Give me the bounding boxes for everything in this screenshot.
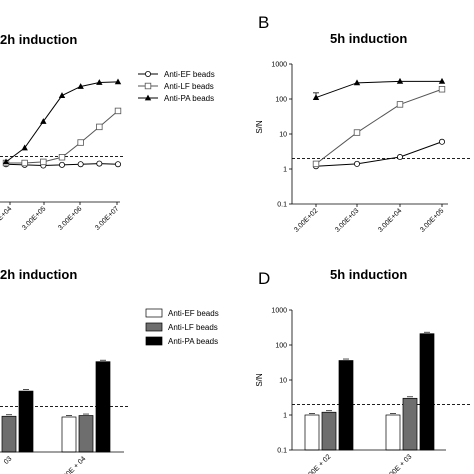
panel-a-point-2	[2, 158, 10, 165]
y-tick-label: 1000	[271, 62, 287, 69]
panel-b-letter: B	[258, 13, 269, 32]
x-tick-label: 3.00E+02	[293, 207, 319, 233]
x-tick-label: 3.00E+07	[94, 205, 120, 231]
panel-a-point-2	[58, 92, 66, 98]
panel-d-bar	[402, 397, 418, 451]
legend-marker	[144, 82, 152, 90]
panel-a-point-2	[21, 144, 28, 151]
panel-a-point-2	[77, 83, 84, 89]
legend-label: Anti-PA beads	[164, 94, 214, 103]
panel-b-ylabel: S/N	[255, 120, 264, 134]
panel-c-bar	[78, 415, 94, 453]
panel-d-bar	[338, 360, 354, 451]
panel-a-point-2	[114, 78, 122, 85]
panel-d-bar	[321, 411, 337, 451]
panel-c-chart: 2h induction 03 3.00E + 04	[0, 267, 128, 474]
panel-b-point-0	[353, 160, 360, 167]
panel-b-point-1	[353, 129, 361, 136]
panel-b-point-1	[312, 160, 320, 168]
x-tick-label: 3.00E + 02	[303, 453, 332, 474]
x-tick-label: 3.00E+04	[377, 207, 403, 233]
panel-b-chart: B 5h induction S/N 0.1 1 10 100 1000 3.00E+02…	[255, 13, 470, 234]
y-tick-label: 10	[279, 132, 287, 139]
legend-marker	[144, 71, 151, 78]
x-tick-label: 3.00E + 04	[58, 455, 87, 474]
panel-a-point-1	[114, 107, 122, 115]
legend-label: Anti-EF beads	[168, 309, 219, 318]
y-tick-label: 0.1	[277, 448, 287, 455]
x-tick-label: 3.00E+05	[21, 205, 47, 231]
panel-a-point-0	[115, 161, 122, 168]
legend-label: Anti-LF beads	[164, 82, 214, 91]
x-tick-label: 3.00E + 03	[384, 453, 413, 474]
panel-b-point-1	[438, 86, 446, 93]
panel-d-bar	[419, 333, 435, 451]
panel-a-title: 2h induction	[0, 32, 77, 47]
legend-label: Anti-EF beads	[164, 70, 215, 79]
panel-d-bar	[304, 414, 320, 451]
panel-a-chart: 2h induction 3.00E+04 3.00E+05 3.00E+06 3.0…	[0, 32, 125, 232]
panel-b-point-2	[396, 77, 404, 84]
panel-c-bar	[61, 416, 77, 453]
y-tick-label: 1	[283, 413, 287, 420]
y-tick-label: 10	[279, 378, 287, 385]
panel-a-point-1	[21, 159, 28, 167]
x-tick-label: 3.00E+05	[419, 207, 445, 233]
panel-b-point-1	[396, 101, 404, 108]
legend-top: Anti-EF beads Anti-LF beads Anti-PA beads	[138, 70, 215, 103]
panel-c-title: 2h induction	[0, 267, 77, 282]
panel-d-chart: D 5h induction S/N 0.1 1 10 100 1000 3.00E + …	[255, 267, 470, 474]
panel-a-point-2	[96, 79, 103, 85]
legend-label: Anti-PA beads	[168, 337, 218, 346]
panel-b-point-0	[438, 138, 445, 145]
panel-b-title: 5h induction	[330, 31, 407, 46]
legend-swatch	[145, 336, 163, 346]
x-tick-label: 3.00E+06	[57, 205, 83, 231]
legend-marker	[144, 94, 152, 101]
panel-d-bar	[385, 414, 401, 451]
panel-c-bar	[95, 361, 111, 453]
panel-a-point-1	[40, 158, 47, 166]
panel-d-ylabel: S/N	[255, 373, 264, 387]
panel-a-point-2	[40, 118, 47, 124]
panel-c-bar	[1, 415, 17, 453]
x-tick-label: 03	[3, 455, 14, 466]
y-tick-label: 1	[283, 167, 287, 174]
panel-a-point-0	[77, 161, 84, 168]
legend-swatch	[145, 308, 163, 318]
panel-b-point-2	[353, 79, 361, 86]
panel-b-series-line-0	[315, 141, 443, 167]
legend-swatch	[145, 322, 163, 332]
panel-b-point-0	[396, 154, 403, 161]
panel-b-series-line-1	[315, 88, 443, 165]
y-tick-label: 0.1	[277, 202, 287, 209]
y-tick-label: 100	[275, 343, 287, 350]
y-tick-label: 1000	[271, 308, 287, 315]
panel-a-point-0	[59, 161, 66, 168]
panel-a-point-1	[77, 139, 84, 146]
panel-a-point-0	[96, 160, 103, 167]
panel-a-point-1	[58, 154, 66, 161]
panel-a-point-1	[96, 123, 103, 131]
panel-b-point-2	[312, 94, 320, 100]
panel-c-bar	[18, 390, 34, 453]
legend-label: Anti-LF beads	[168, 323, 218, 332]
panel-b-series-line-2	[315, 80, 442, 99]
y-tick-label: 100	[275, 97, 287, 104]
panel-d-letter: D	[258, 269, 270, 288]
x-tick-label: 3.00E+03	[334, 207, 360, 233]
legend-bottom: Anti-EF beads Anti-LF beads Anti-PA beads	[145, 308, 219, 346]
panel-b-point-2	[438, 77, 446, 84]
x-tick-label: 3.00E+04	[0, 205, 13, 231]
panel-d-title: 5h induction	[330, 267, 407, 282]
